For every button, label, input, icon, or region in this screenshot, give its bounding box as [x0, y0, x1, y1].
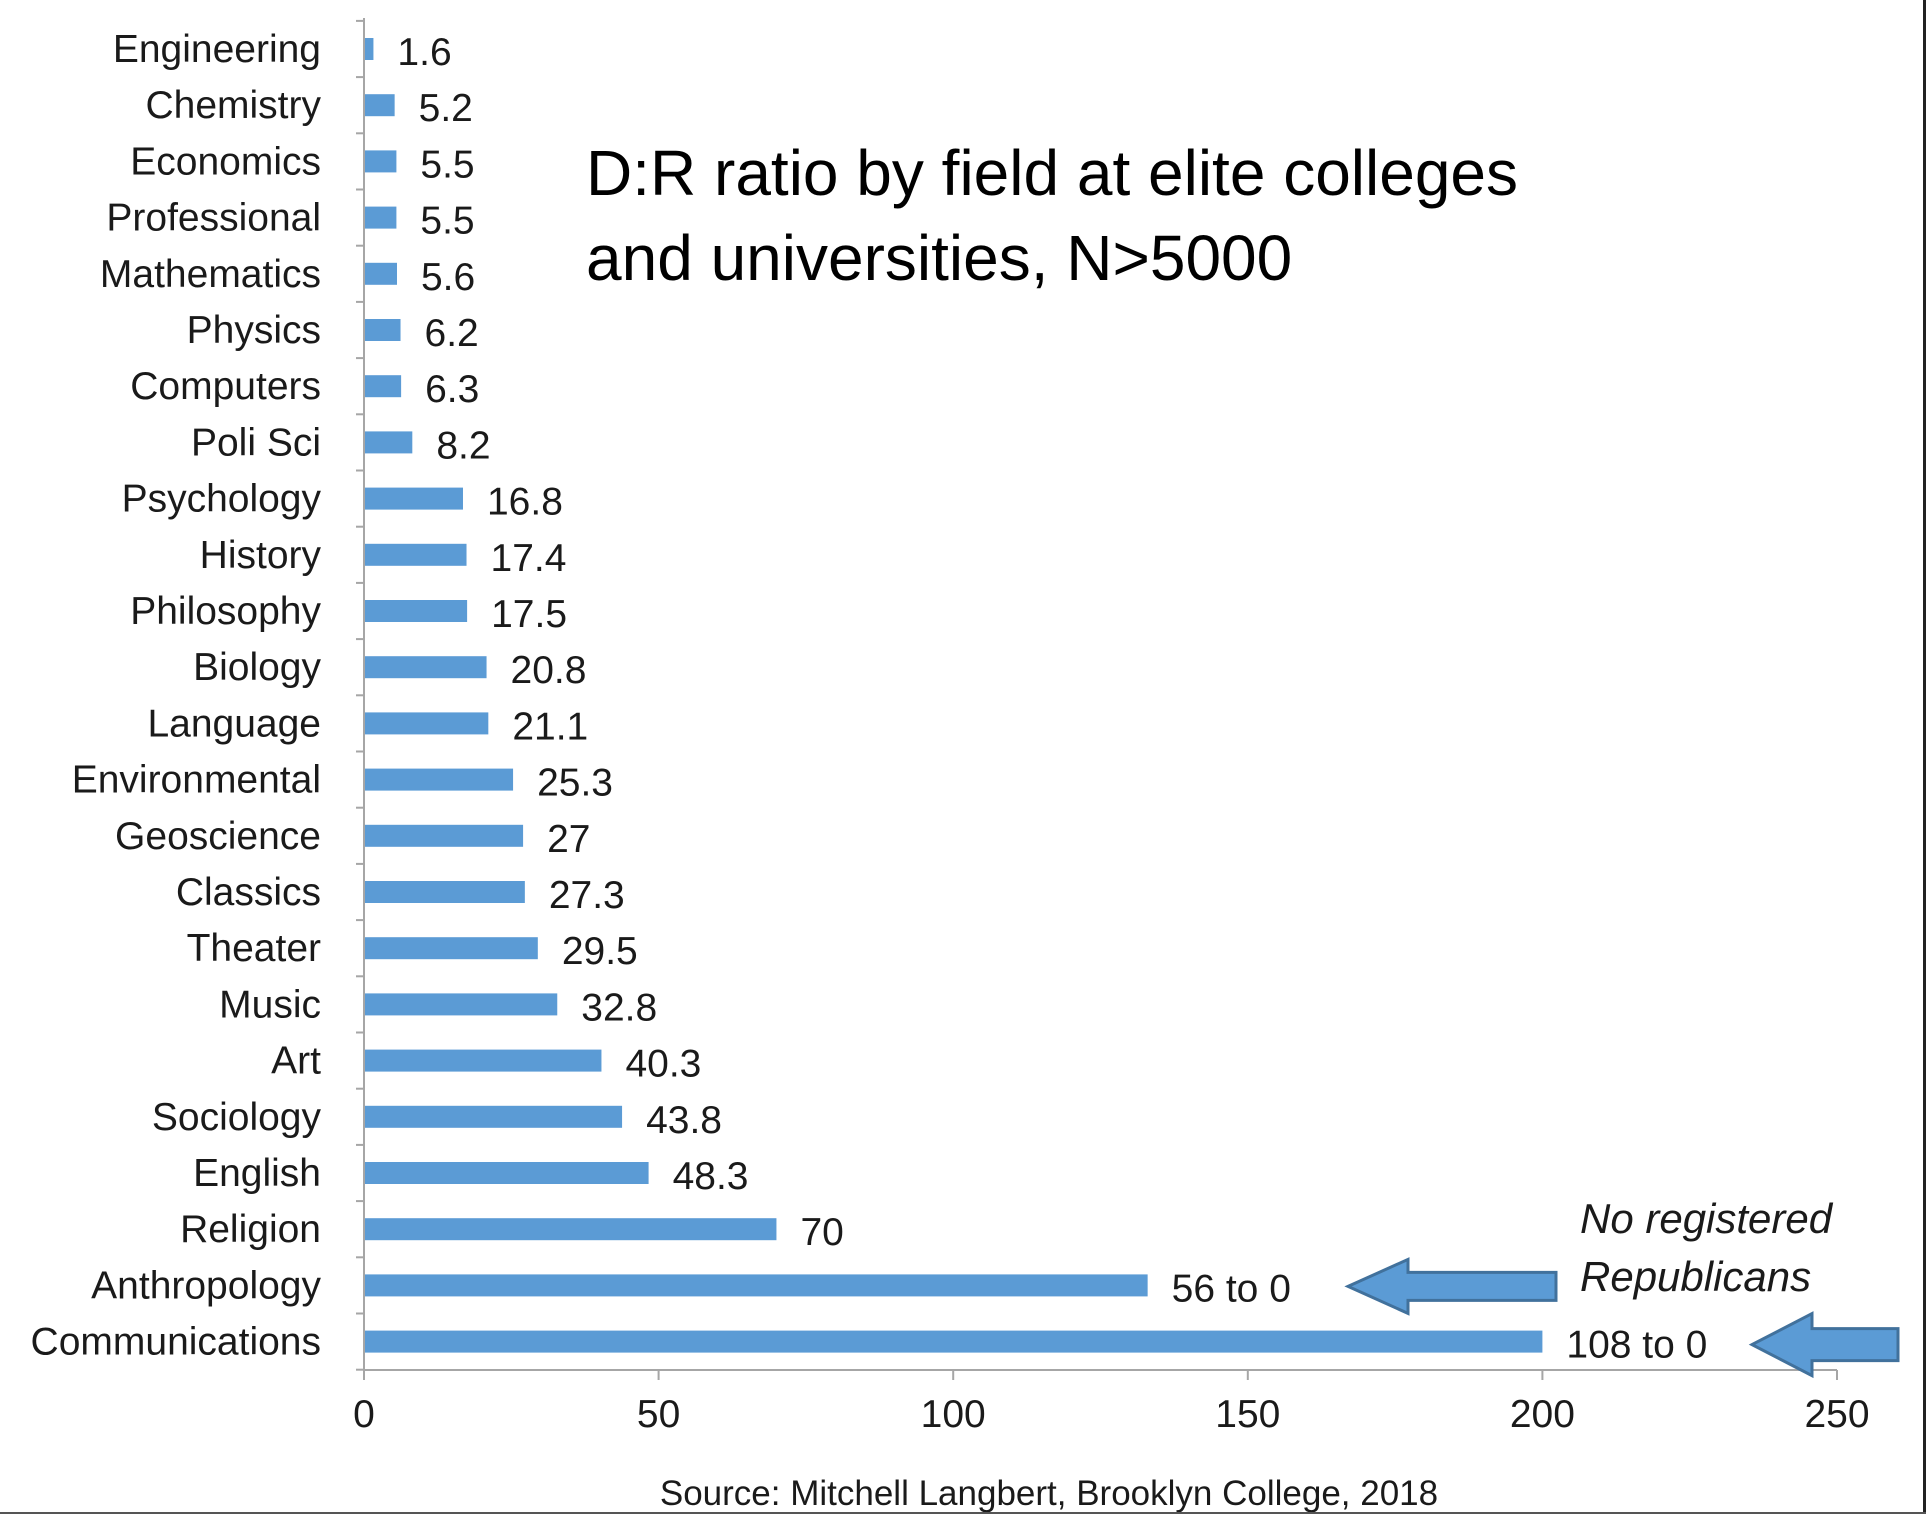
category-label: Philosophy: [130, 590, 321, 633]
bar: [364, 319, 401, 341]
bar: [364, 431, 413, 454]
bar: [364, 206, 397, 229]
annotation-group: No registered Republicans: [1344, 1195, 1900, 1379]
category-label: Psychology: [122, 478, 322, 521]
bar: [364, 262, 397, 285]
source-caption: Source: Mitchell Langbert, Brooklyn Coll…: [660, 1474, 1438, 1513]
x-tick-label: 250: [1804, 1393, 1869, 1436]
category-label: Computers: [130, 365, 321, 408]
bar: [364, 993, 558, 1016]
bar: [364, 824, 524, 847]
category-label: Geoscience: [115, 815, 321, 858]
category-label: Anthropology: [91, 1264, 321, 1307]
chart-title: D:R ratio by field at elite colleges and …: [586, 137, 1518, 294]
bar: [364, 1105, 623, 1128]
category-label: Communications: [31, 1321, 321, 1364]
category-label: Physics: [187, 309, 321, 352]
x-tick-label: 0: [353, 1393, 375, 1436]
chart-title-line: and universities, N>5000: [586, 222, 1292, 294]
data-label: 5.2: [419, 87, 473, 130]
bar: [364, 937, 538, 960]
data-label: 32.8: [581, 986, 657, 1029]
data-label: 108 to 0: [1566, 1324, 1707, 1367]
bar: [364, 94, 395, 117]
arrow-anthropology: [1344, 1257, 1558, 1316]
category-label: Theater: [187, 927, 321, 970]
category-label: Professional: [106, 197, 321, 240]
data-label: 20.8: [511, 649, 587, 692]
data-label: 25.3: [537, 762, 613, 805]
category-label: Environmental: [72, 759, 321, 802]
data-label: 5.5: [420, 143, 474, 186]
chart-title-line: D:R ratio by field at elite colleges: [586, 137, 1518, 209]
data-label: 5.5: [420, 200, 474, 243]
category-label: Sociology: [152, 1096, 322, 1139]
data-label: 16.8: [487, 481, 563, 524]
annotation-text: No registered: [1580, 1195, 1834, 1242]
category-label: Economics: [130, 140, 321, 183]
screen-edge-bottom: [0, 1512, 1926, 1514]
bar: [364, 1218, 777, 1241]
category-label: Mathematics: [100, 253, 321, 296]
axes: 0 50 100 150 200 250 Source: Mitchell Langbert…: [353, 18, 1870, 1513]
category-label: Art: [271, 1040, 321, 1083]
bar: [364, 1162, 649, 1184]
data-label: 43.8: [646, 1099, 722, 1142]
data-label: 27.3: [549, 874, 625, 917]
bar: [364, 375, 402, 398]
arrow-communications: [1748, 1311, 1900, 1379]
category-label: History: [200, 534, 322, 577]
data-label: 70: [800, 1211, 843, 1254]
screen-edge-right: [1923, 0, 1926, 1514]
bar: [364, 1330, 1543, 1353]
bar: [364, 768, 514, 791]
bar-group: Engineering 1.6 Chemistry 5.2 Economics 5.5 Pr…: [31, 28, 1708, 1367]
data-label: 27: [547, 818, 590, 861]
x-tick-label: 50: [637, 1393, 680, 1436]
data-label: 8.2: [436, 424, 490, 467]
bar: [364, 1049, 602, 1072]
bar: [364, 543, 467, 566]
category-label: Poli Sci: [191, 421, 321, 464]
x-tick-label: 100: [921, 1393, 986, 1436]
data-label: 56 to 0: [1172, 1267, 1291, 1310]
bar: [364, 712, 489, 735]
data-label: 17.4: [491, 537, 567, 580]
x-tick-label: 200: [1510, 1393, 1575, 1436]
bar: [364, 150, 397, 173]
data-label: 29.5: [562, 930, 638, 973]
bar: [364, 38, 374, 60]
data-label: 21.1: [512, 705, 588, 748]
category-label: Chemistry: [145, 84, 321, 127]
bar: [364, 881, 525, 903]
bar: [364, 656, 487, 679]
bar: [364, 1274, 1148, 1297]
category-label: Language: [147, 702, 321, 745]
category-label: English: [193, 1152, 321, 1195]
data-label: 48.3: [673, 1155, 749, 1198]
annotation-text: Republicans: [1580, 1253, 1811, 1300]
data-label: 1.6: [397, 31, 451, 74]
bar: [364, 600, 468, 622]
data-label: 5.6: [421, 256, 475, 299]
bar: [364, 487, 463, 510]
data-label: 40.3: [625, 1043, 701, 1086]
data-label: 17.5: [491, 593, 567, 636]
data-label: 6.3: [425, 368, 479, 411]
x-tick-label: 150: [1215, 1393, 1280, 1436]
category-label: Biology: [193, 646, 321, 689]
data-label: 6.2: [425, 312, 479, 355]
category-label: Engineering: [113, 28, 321, 71]
category-label: Music: [219, 983, 321, 1026]
category-label: Religion: [180, 1208, 321, 1251]
category-label: Classics: [176, 871, 321, 914]
